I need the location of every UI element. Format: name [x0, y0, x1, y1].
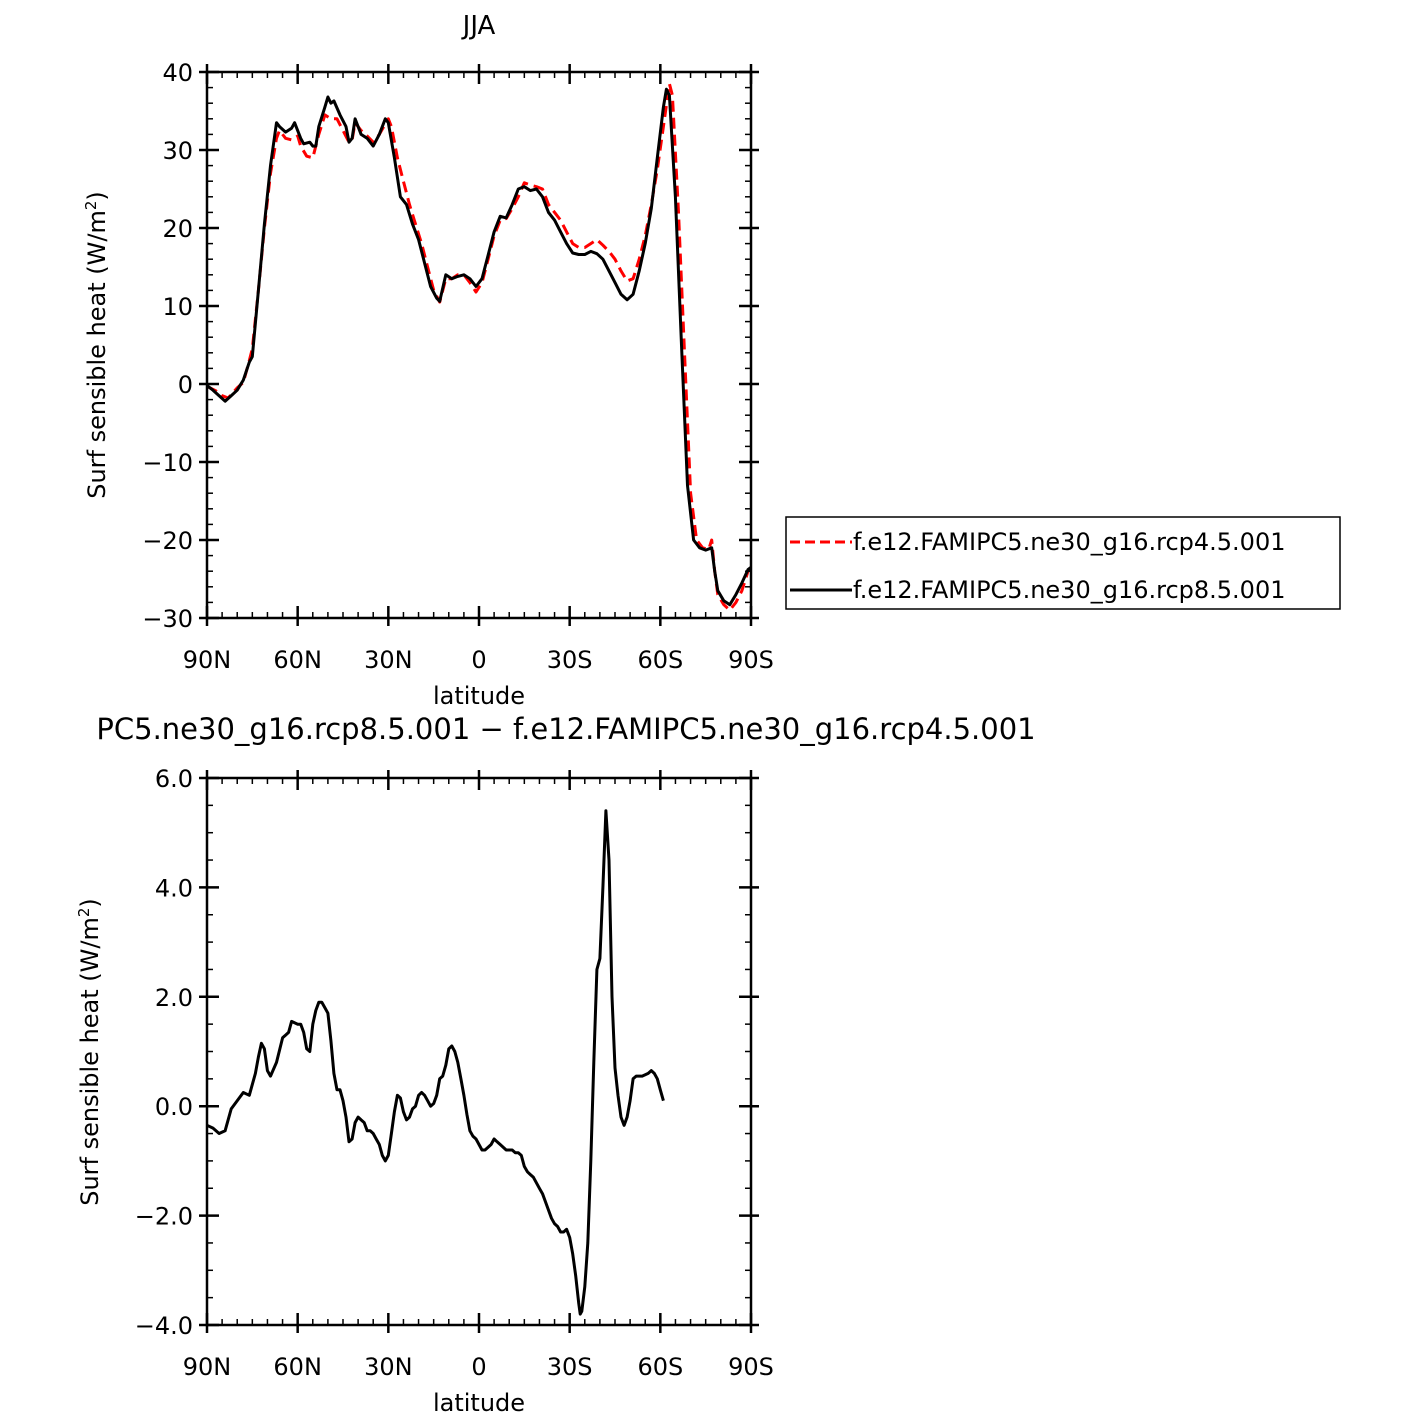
- top-chart-title: JJA: [461, 11, 496, 41]
- bottom-y-tick-label: 0.0: [155, 1093, 193, 1121]
- bottom-x-tick-label: 60S: [637, 1353, 683, 1381]
- bottom-y-tick-label: −2.0: [135, 1203, 193, 1231]
- top-y-tick-label: 20: [162, 215, 193, 243]
- bottom-x-tick-label: 30N: [364, 1353, 413, 1381]
- bottom-y-axis-label: Surf sensible heat (W/m2): [75, 898, 104, 1206]
- bottom-x-tick-label: 90N: [183, 1353, 232, 1381]
- bottom-y-tick-label: 4.0: [155, 874, 193, 902]
- top-y-axis-label: Surf sensible heat (W/m2): [82, 191, 111, 499]
- top-panel: JJA 40 30 20 10 0 −10 −20 −30 90N 60N 30N 0 30S 60S 90…: [82, 11, 1341, 710]
- bottom-plot-frame: [205, 776, 753, 1327]
- top-x-tick-label: 60S: [637, 646, 683, 674]
- bottom-x-axis-label: latitude: [433, 1389, 525, 1417]
- bottom-x-tick-label: 90S: [728, 1353, 774, 1381]
- top-y-tick-label: 0: [178, 371, 193, 399]
- legend-label-rcp45: f.e12.FAMIPC5.ne30_g16.rcp4.5.001: [853, 528, 1286, 556]
- top-x-tick-label: 90S: [728, 646, 774, 674]
- bottom-x-tick-label: 30S: [547, 1353, 593, 1381]
- top-y-tick-label: −30: [142, 605, 193, 633]
- top-axis-ticks: 40 30 20 10 0 −10 −20 −30 90N 60N 30N 0 30S 60S 90S: [142, 59, 774, 674]
- bottom-plot-area: [206, 809, 665, 1316]
- top-plot-frame: [205, 70, 753, 620]
- top-series-line-1: [206, 87, 752, 607]
- bottom-x-tick-label: 60N: [273, 1353, 322, 1381]
- legend-box: [785, 516, 1341, 610]
- bottom-y-tick-label: 6.0: [155, 765, 193, 793]
- bottom-chart-title: PC5.ne30_g16.rcp8.5.001 − f.e12.FAMIPC5.…: [96, 712, 1035, 746]
- top-x-tick-label: 0: [471, 646, 486, 674]
- top-x-tick-label: 90N: [183, 646, 232, 674]
- top-series-line-0: [206, 82, 753, 612]
- top-y-tick-label: −20: [142, 527, 193, 555]
- top-y-tick-label: 30: [162, 137, 193, 165]
- legend: f.e12.FAMIPC5.ne30_g16.rcp4.5.001 f.e12.…: [785, 516, 1341, 610]
- legend-label-rcp85: f.e12.FAMIPC5.ne30_g16.rcp8.5.001: [853, 576, 1286, 604]
- top-x-tick-label: 30N: [364, 646, 413, 674]
- bottom-x-tick-label: 0: [471, 1353, 486, 1381]
- top-y-tick-label: 10: [162, 293, 193, 321]
- bottom-y-tick-label: 2.0: [155, 984, 193, 1012]
- bottom-series-line-0: [206, 809, 665, 1316]
- top-y-tick-label: 40: [162, 59, 193, 87]
- bottom-axis-ticks: 6.0 4.0 2.0 0.0 −2.0 −4.0 90N 60N 30N 0 30S 60S 90S: [135, 765, 774, 1381]
- bottom-y-tick-label: −4.0: [135, 1312, 193, 1340]
- top-plot-area: [206, 82, 753, 612]
- top-x-axis-label: latitude: [433, 682, 525, 710]
- bottom-panel: PC5.ne30_g16.rcp8.5.001 − f.e12.FAMIPC5.…: [75, 712, 1036, 1417]
- top-x-tick-label: 30S: [547, 646, 593, 674]
- top-y-tick-label: −10: [142, 449, 193, 477]
- top-x-tick-label: 60N: [273, 646, 322, 674]
